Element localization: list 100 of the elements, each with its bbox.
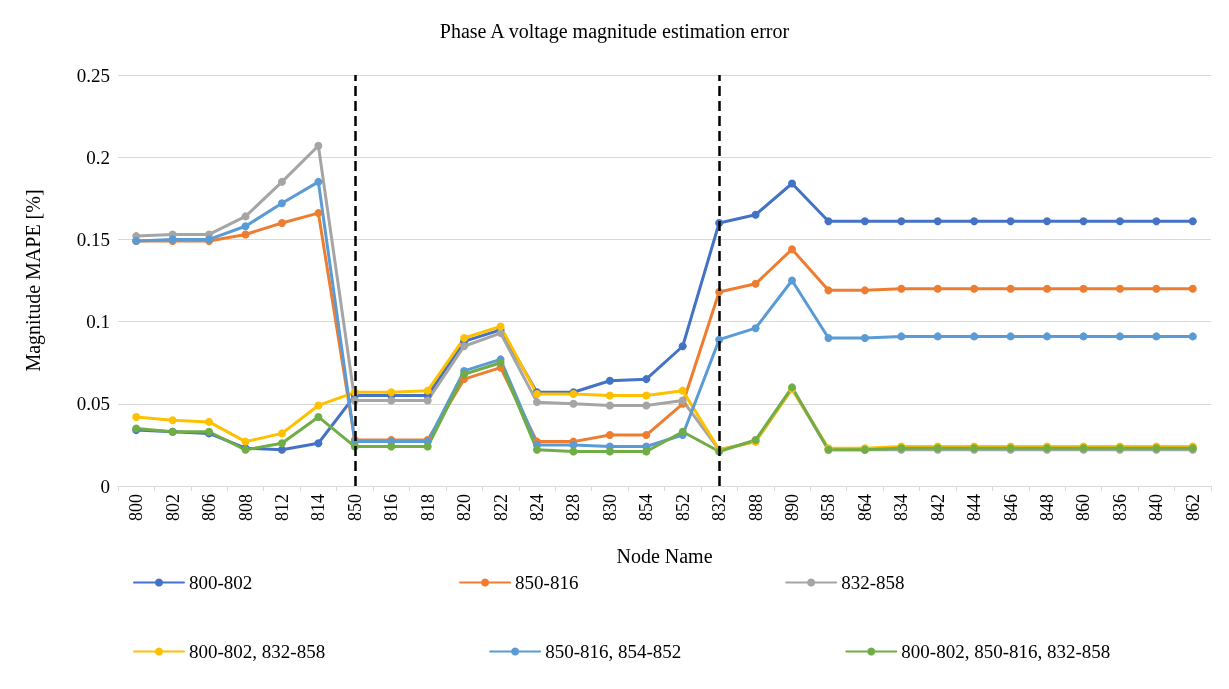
point [788,179,797,188]
x-tick-label: 858 [818,494,839,521]
y-tick-label: 0.25 [76,64,110,86]
point [1188,284,1197,293]
point [933,284,942,293]
x-tick-label: 822 [490,494,511,521]
point [569,447,578,456]
point [1152,284,1161,293]
point [1115,332,1124,341]
x-tick-label: 806 [199,494,220,521]
x-tick-label: 828 [563,494,584,521]
point [642,447,651,456]
x-tick-label: 808 [235,494,256,521]
point [1043,332,1052,341]
point [205,417,214,426]
point [605,391,614,400]
point [933,217,942,226]
y-tick-label: 0.15 [76,228,110,250]
point [860,286,869,295]
legend-label: 832-858 [841,572,1062,593]
point [277,429,286,438]
point [314,177,323,186]
point [605,401,614,410]
point [241,230,250,239]
chart-title: Phase A voltage magnitude estimation error [439,20,790,43]
x-tick-label: 816 [381,494,402,521]
point [1006,332,1015,341]
point [1115,284,1124,293]
x-tick-label: 814 [308,494,329,521]
x-tick-label: 836 [1109,494,1130,521]
point [1152,332,1161,341]
point [1043,217,1052,226]
point [168,416,177,425]
x-tick-label: 800 [126,494,147,521]
point [532,398,541,407]
point [642,431,651,440]
point [532,445,541,454]
point [933,332,942,341]
x-tick-label: 832 [709,494,730,521]
x-tick-label: 820 [454,494,475,521]
point [1079,284,1088,293]
point [277,199,286,208]
point [678,342,687,351]
x-tick-label: 840 [1146,494,1167,521]
point [605,431,614,440]
point [860,334,869,343]
point [1188,332,1197,341]
point [970,332,979,341]
x-tick-label: 842 [927,494,948,521]
point [241,222,250,231]
point [897,332,906,341]
point [314,141,323,150]
point [642,401,651,410]
point [1079,332,1088,341]
point [1006,284,1015,293]
point [460,370,469,379]
x-tick-label: 890 [782,494,803,521]
x-tick-label: 888 [745,494,766,521]
x-tick-label: 864 [854,494,875,521]
point [569,399,578,408]
legend-label: 850-816 [515,572,736,593]
point [423,442,432,451]
point [277,445,286,454]
point [387,442,396,451]
x-tick-label: 818 [417,494,438,521]
point [860,217,869,226]
legend-label: 850-816, 854-852 [545,641,796,662]
point [314,401,323,410]
point [277,218,286,227]
point [970,217,979,226]
x-tick-label: 860 [1073,494,1094,521]
point [751,279,760,288]
point [277,439,286,448]
y-axis-title: Magnitude MAPE [%] [22,189,45,372]
point [642,391,651,400]
point [241,212,250,221]
point [897,217,906,226]
point [1043,284,1052,293]
point [1006,217,1015,226]
point [605,376,614,385]
point [824,286,833,295]
point [605,447,614,456]
x-tick-label: 862 [1182,494,1203,521]
point [824,217,833,226]
point [314,439,323,448]
point [423,386,432,395]
point [824,334,833,343]
x-tick-label: 824 [526,494,547,521]
point [314,412,323,421]
point [788,276,797,285]
point [314,209,323,218]
point [788,245,797,254]
point [241,437,250,446]
point [1188,217,1197,226]
point [751,324,760,333]
point [460,342,469,351]
y-tick-label: 0.2 [86,146,110,168]
x-tick-label: 854 [636,494,657,521]
x-tick-label: 812 [271,494,292,521]
y-tick-label: 0.1 [86,311,110,333]
